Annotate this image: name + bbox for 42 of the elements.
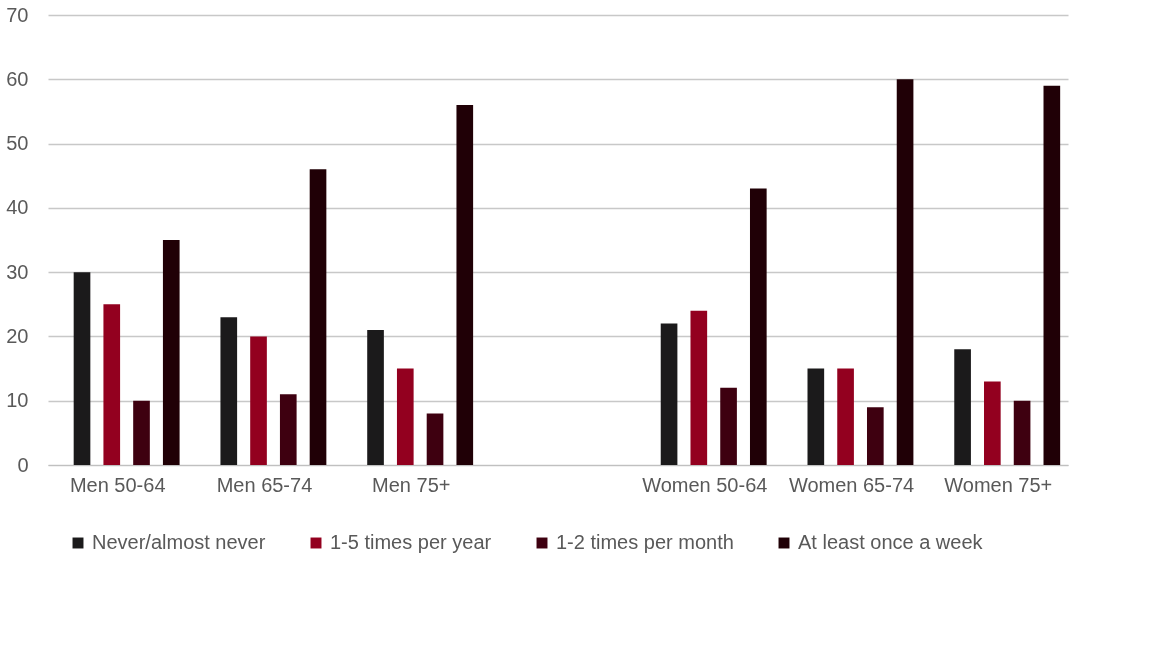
legend-label: 1-2 times per month (556, 531, 734, 553)
legend-label: At least once a week (798, 531, 984, 553)
y-tick-label: 0 (17, 453, 29, 476)
bar (103, 304, 121, 465)
bar (749, 188, 767, 465)
bar (660, 323, 678, 465)
bar (1013, 400, 1031, 465)
bar (1043, 85, 1061, 465)
bar (426, 413, 444, 465)
x-tick-label: Women 75+ (944, 473, 1053, 496)
bar (73, 272, 91, 465)
x-tick-label: Men 65-74 (216, 473, 313, 496)
y-tick-label: 10 (6, 389, 29, 412)
x-tick-label: Men 75+ (372, 473, 451, 496)
y-tick-label: 20 (6, 324, 29, 347)
bar (162, 240, 180, 465)
legend-label: 1-5 times per year (330, 531, 492, 553)
bar (220, 317, 238, 465)
y-tick-label: 60 (6, 67, 29, 90)
bar (250, 336, 267, 465)
y-tick-label: 50 (6, 132, 29, 155)
bar (367, 330, 384, 465)
bar (279, 394, 297, 465)
x-tick-label: Women 50-64 (642, 473, 768, 496)
bar (309, 169, 327, 465)
bar (133, 400, 150, 465)
x-tick-label: Men 50-64 (69, 473, 166, 496)
bar (807, 368, 825, 465)
x-tick-label: Women 65-74 (788, 473, 915, 496)
y-tick-label: 70 (6, 3, 29, 26)
bar (896, 79, 914, 465)
bar (396, 368, 414, 465)
bar (866, 407, 884, 465)
bar (690, 310, 708, 465)
bar (837, 368, 854, 465)
bar (954, 349, 971, 465)
y-tick-label: 30 (6, 260, 29, 283)
y-tick-label: 40 (6, 196, 29, 219)
bar (984, 381, 1001, 465)
bar (720, 387, 737, 465)
bar (456, 105, 474, 465)
legend-label: Never/almost never (92, 531, 266, 553)
